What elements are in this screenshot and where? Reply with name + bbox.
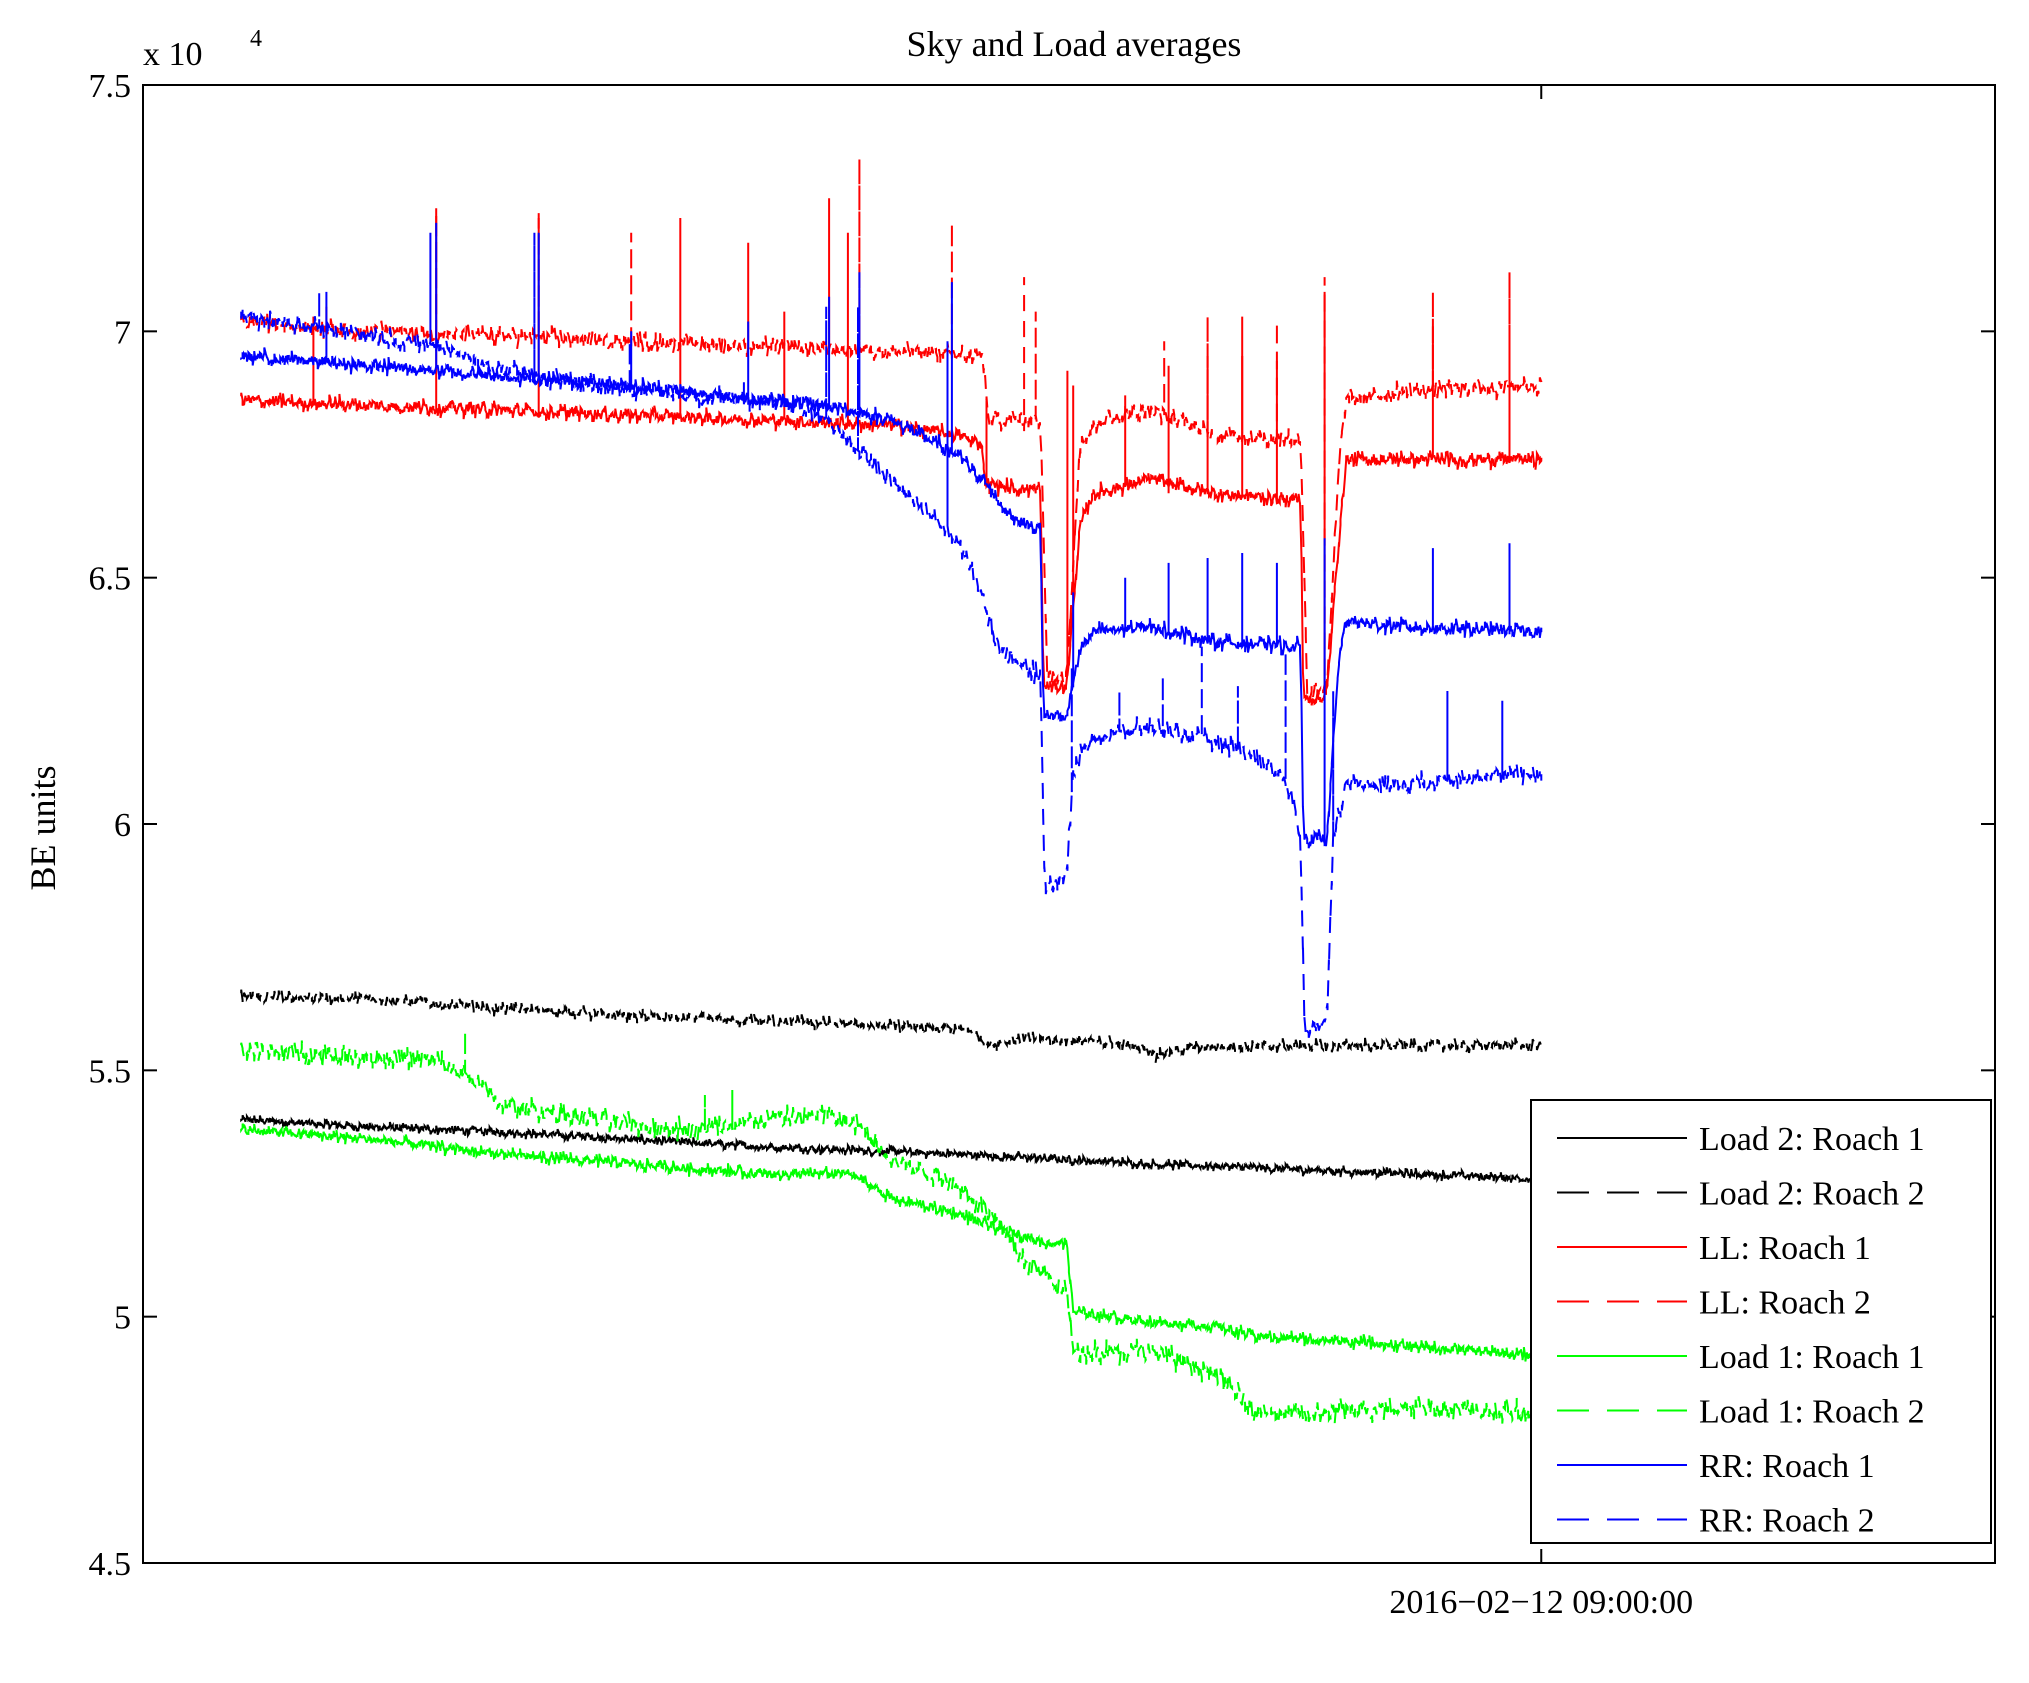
series-line-4 (240, 158, 1543, 700)
legend-label: Load 1: Roach 1 (1699, 1339, 1925, 1376)
legend-label: LL: Roach 2 (1699, 1285, 1871, 1322)
y-tick-label: 4.5 (89, 1546, 132, 1583)
legend-label: Load 1: Roach 2 (1699, 1394, 1925, 1431)
plot-area-frame (142, 84, 1996, 1564)
y-tick-label: 6 (114, 807, 131, 844)
legend-label: Load 2: Roach 2 (1699, 1176, 1925, 1213)
y-tick-label: 7.5 (89, 68, 132, 105)
legend-box (1530, 1099, 1992, 1544)
series-line-2 (240, 989, 1543, 1063)
series-line-7 (240, 222, 1543, 849)
y-exponent-prefix: x 10 (143, 36, 203, 73)
y-tick-label: 7 (114, 314, 131, 351)
y-axis-label: BE units (23, 765, 63, 890)
series-line-6 (240, 1030, 1543, 1424)
legend: Load 2: Roach 1 Load 2: Roach 2 LL: Roach … (1530, 1099, 1992, 1544)
legend-label: Load 2: Roach 1 (1699, 1121, 1925, 1158)
y-tick-label: 5 (114, 1300, 131, 1337)
series-line-1 (240, 1112, 1543, 1185)
y-tick-label: 5.5 (89, 1053, 132, 1090)
series-line-8 (240, 232, 1543, 1038)
series-line-5 (240, 1123, 1543, 1363)
y-tick-label: 6.5 (89, 561, 132, 598)
legend-label: RR: Roach 2 (1699, 1503, 1875, 1540)
series-layer (240, 158, 1543, 1424)
legend-label: RR: Roach 1 (1699, 1448, 1875, 1485)
legend-label: LL: Roach 1 (1699, 1230, 1871, 1267)
x-tick-label: 2016−02−12 09:00:00 (1389, 1584, 1693, 1621)
y-exponent-power: 4 (250, 26, 262, 52)
axis-ticks: 4.5 5 5.5 6 6.5 7 7.5 2016−02−12 09:00:00 (89, 68, 1995, 1621)
chart-title: Sky and Load averages (907, 24, 1242, 64)
y-exponent-label: x 10 4 (143, 26, 262, 73)
